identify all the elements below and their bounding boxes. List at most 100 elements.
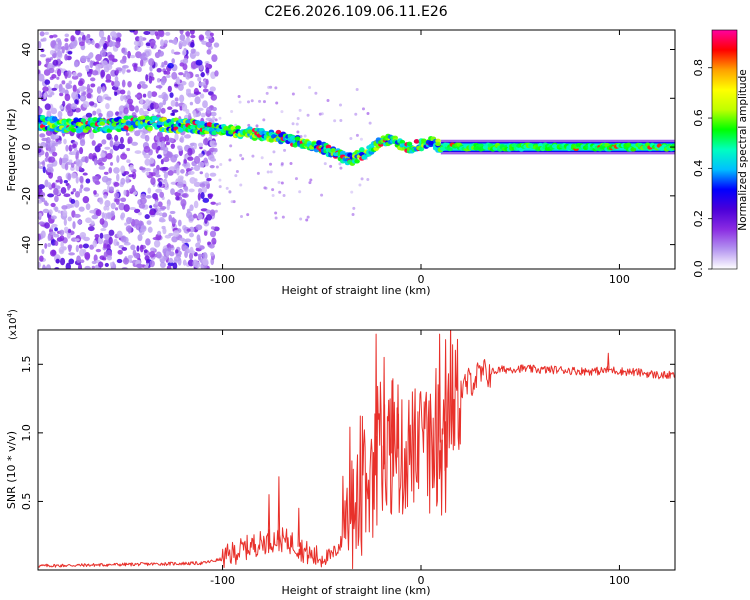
heatmap-cell [101, 212, 105, 219]
heatmap-cell [185, 119, 191, 125]
heatmap-cell [77, 72, 83, 78]
heatmap-cell [323, 162, 327, 166]
heatmap-cell [165, 31, 171, 36]
heatmap-cell [148, 75, 153, 84]
heatmap-cell [170, 188, 175, 196]
heatmap-cell [280, 110, 284, 114]
heatmap-cell [406, 141, 413, 146]
heatmap-cell [99, 49, 106, 57]
heatmap-cell [199, 93, 205, 99]
heatmap-cell [218, 116, 222, 120]
heatmap-cell [90, 77, 96, 82]
heatmap-cell [179, 34, 186, 42]
heatmap-cell [127, 80, 132, 88]
heatmap-cell [183, 159, 187, 164]
heatmap-cell [129, 187, 136, 193]
heatmap-cell [86, 83, 91, 92]
heatmap-cell [99, 197, 104, 205]
heatmap-cell [214, 148, 218, 153]
heatmap-cell [67, 228, 72, 234]
heatmap-cell [89, 244, 95, 250]
heatmap-cell [294, 177, 298, 181]
heatmap-cell [271, 188, 275, 192]
y-tick-label: 20 [20, 91, 33, 105]
heatmap-cell [44, 202, 49, 207]
heatmap-cell [158, 102, 164, 108]
heatmap-cell [118, 202, 126, 211]
heatmap-cell [74, 238, 80, 242]
heatmap-cell [112, 33, 117, 38]
heatmap-cell [54, 195, 59, 203]
heatmap-cell [59, 257, 66, 266]
heatmap-cell [134, 105, 139, 113]
heatmap-cell [85, 112, 93, 118]
heatmap-cell [45, 140, 51, 149]
heatmap-cell [152, 236, 159, 241]
heatmap-cell [162, 227, 167, 235]
heatmap-cell [95, 61, 100, 65]
heatmap-cell [349, 136, 353, 140]
heatmap-cell [195, 242, 201, 249]
heatmap-cell [435, 141, 441, 147]
heatmap-cell [109, 41, 116, 47]
heatmap-cell [177, 219, 182, 227]
heatmap-cell [55, 258, 60, 264]
heatmap-cell [148, 58, 155, 66]
heatmap-cell [308, 181, 312, 185]
heatmap-cell [110, 161, 114, 166]
heatmap-cell [239, 183, 243, 187]
heatmap-cell [78, 86, 85, 92]
heatmap-cell [133, 40, 139, 46]
heatmap-cell [144, 134, 150, 142]
heatmap-cell [62, 209, 68, 217]
heatmap-cell [119, 89, 126, 95]
heatmap-cell [136, 245, 140, 252]
heatmap-cell [146, 220, 152, 225]
heatmap-cell [51, 182, 56, 189]
heatmap-cell [271, 194, 275, 198]
heatmap-cell [50, 226, 54, 230]
heatmap-cell [62, 100, 66, 107]
heatmap-cell [202, 197, 210, 203]
heatmap-cell [155, 188, 163, 193]
heatmap-cell [212, 96, 217, 101]
heatmap-cell [199, 120, 206, 126]
heatmap-cell [295, 122, 299, 126]
heatmap-cell [38, 90, 41, 98]
heatmap-cell [163, 39, 169, 45]
heatmap-cell [171, 235, 178, 243]
heatmap-cell [215, 165, 219, 169]
heatmap-cell [134, 45, 139, 51]
heatmap-cell [67, 173, 72, 181]
heatmap-cell [213, 151, 217, 155]
spectrogram-heatmap [38, 30, 675, 269]
heatmap-cell [64, 53, 68, 61]
heatmap-cell [48, 156, 56, 163]
heatmap-cell [149, 260, 155, 268]
heatmap-cell [138, 35, 144, 43]
heatmap-cell [78, 244, 83, 249]
heatmap-cell [89, 209, 97, 214]
heatmap-cell [228, 190, 232, 194]
heatmap-cell [246, 100, 250, 104]
heatmap-cell [195, 51, 200, 57]
heatmap-cell [159, 261, 166, 268]
heatmap-cell [354, 112, 358, 116]
heatmap-cell [139, 167, 146, 171]
heatmap-cell [213, 42, 220, 48]
heatmap-cell [354, 159, 360, 164]
heatmap-cell [59, 105, 64, 110]
heatmap-cell [84, 265, 91, 269]
heatmap-cell [194, 64, 199, 69]
heatmap-cell [204, 159, 208, 164]
heatmap-cell [151, 116, 158, 121]
heatmap-cell [116, 230, 123, 238]
heatmap-cell [47, 182, 52, 189]
heatmap-cell [151, 76, 155, 81]
heatmap-cell [132, 249, 137, 257]
heatmap-cell [68, 80, 72, 85]
heatmap-cell [101, 86, 106, 93]
heatmap-cell [144, 158, 151, 166]
heatmap-cell [142, 52, 147, 57]
heatmap-cell [93, 158, 98, 166]
